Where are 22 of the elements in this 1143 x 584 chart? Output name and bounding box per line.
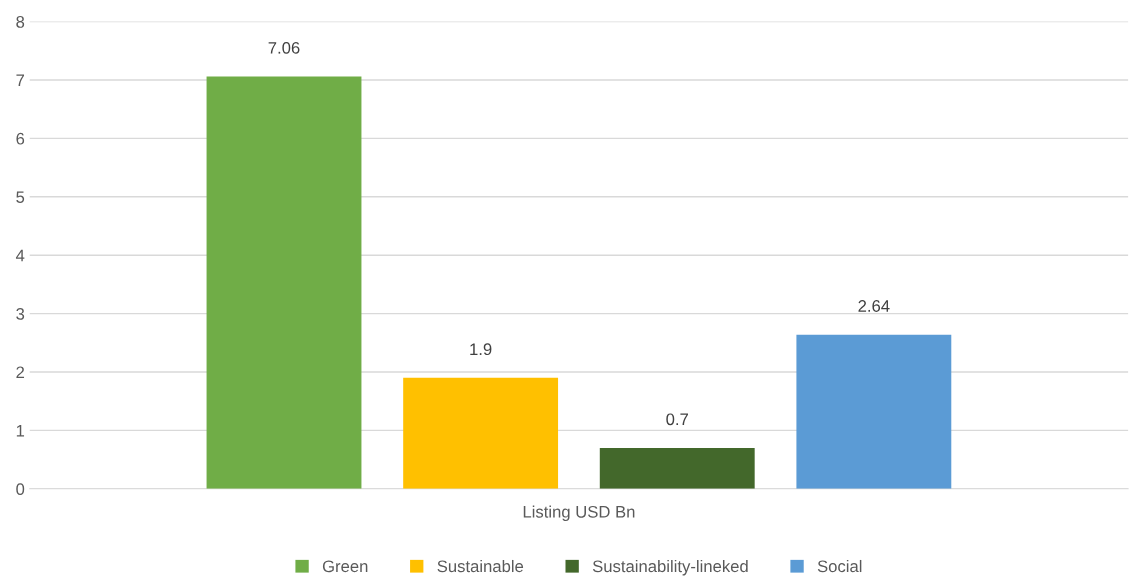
y-tick-label: 2 (16, 366, 25, 379)
data-label: 7.06 (268, 41, 300, 54)
bar (403, 377, 559, 489)
y-tick-label: 6 (16, 132, 25, 145)
legend-label: Sustainable (437, 559, 524, 573)
y-tick-label: 4 (15, 249, 25, 262)
legend-label: Social (817, 559, 862, 573)
y-tick-label: 0 (16, 483, 25, 496)
y-tick-label: 7 (16, 74, 25, 87)
bar (599, 447, 755, 489)
y-tick-label: 5 (16, 191, 25, 204)
x-tick-label: Listing USD Bn (523, 505, 635, 522)
legend-label: Green (322, 560, 368, 573)
data-label: 2.64 (858, 300, 890, 312)
data-label: 1.9 (470, 343, 492, 356)
data-label: 0.7 (666, 413, 688, 426)
y-tick-label: 8 (16, 16, 25, 28)
bar (206, 76, 362, 489)
y-tick-label: 3 (16, 308, 25, 320)
y-tick-label: 1 (16, 424, 25, 437)
legend-label: Sustainability-lineked (592, 559, 748, 576)
bar (796, 334, 952, 489)
